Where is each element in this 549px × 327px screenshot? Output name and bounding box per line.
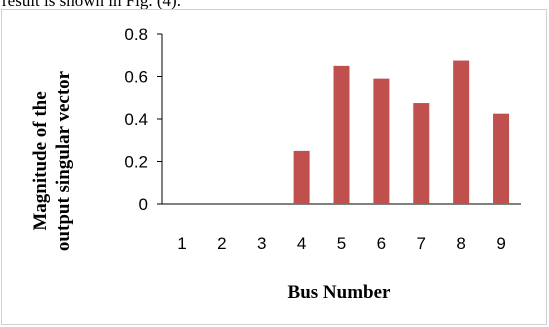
x-tick-label: 9 (496, 234, 505, 253)
x-tick-label: 4 (297, 234, 306, 253)
bar-bus-5 (333, 65, 350, 204)
x-tick-label: 8 (456, 234, 465, 253)
plot-area: 0 0.2 0.4 0.6 0.8 1 2 3 4 5 6 7 8 9 (124, 25, 521, 253)
x-tick-label: 3 (257, 234, 266, 253)
bar-bus-4 (293, 150, 310, 204)
y-tick-label: 0.2 (124, 153, 148, 172)
y-tick-label: 0.4 (124, 110, 148, 129)
x-tick-label: 1 (177, 234, 186, 253)
x-axis-title: Bus Number (288, 282, 391, 303)
y-axis-title: Magnitude of the output singular vector (30, 70, 74, 251)
x-tick-label: 5 (337, 234, 346, 253)
x-tick-label: 6 (377, 234, 386, 253)
preceding-text-line: result is shown in Fig. (4). (2, 0, 181, 10)
y-tick-label: 0.8 (124, 25, 148, 44)
y-tick-label: 0 (139, 195, 148, 214)
y-axis-title-line2: output singular vector (53, 70, 74, 251)
bar-bus-6 (373, 78, 390, 204)
bar-bus-7 (413, 103, 430, 204)
bar-bus-9 (493, 113, 510, 204)
x-tick-label: 7 (417, 234, 426, 253)
y-tick-label: 0.6 (124, 68, 148, 87)
y-axis-title-line1: Magnitude of the (30, 91, 51, 230)
x-tick-label: 2 (217, 234, 226, 253)
bar-bus-8 (453, 60, 470, 204)
